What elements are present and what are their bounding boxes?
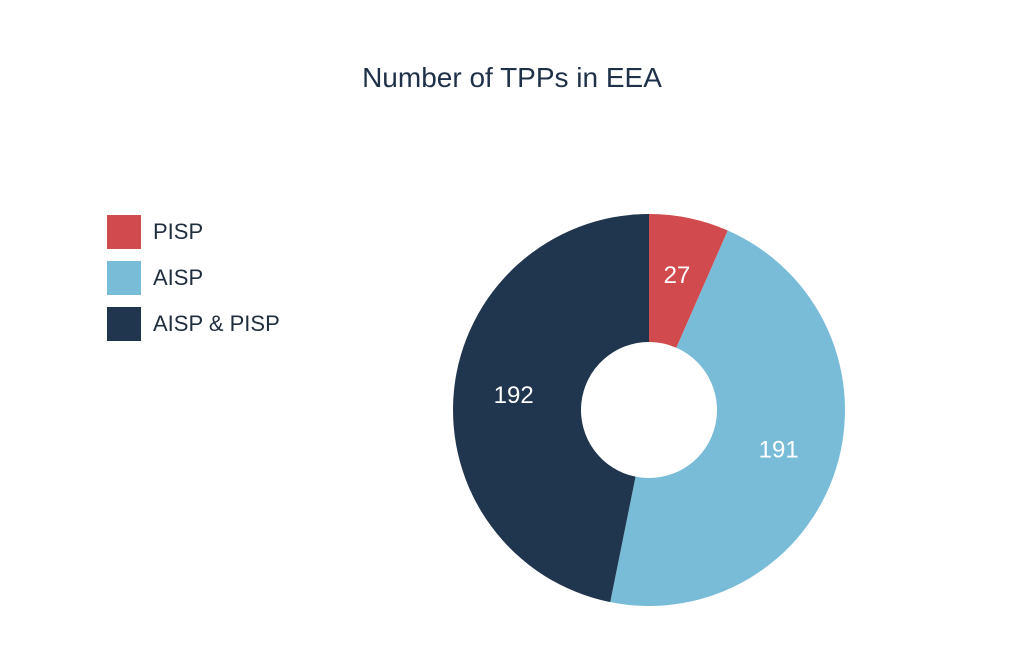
chart-title: Number of TPPs in EEA xyxy=(362,62,662,93)
legend-swatch-aisp-pisp xyxy=(107,307,141,341)
slice-pisp xyxy=(649,214,728,348)
legend-item-pisp: PISP xyxy=(107,214,280,250)
legend-label-pisp: PISP xyxy=(153,219,204,244)
legend: PISP AISP AISP & PISP xyxy=(107,214,280,352)
legend-item-aisp: AISP xyxy=(107,260,280,296)
slice-label-aisp: 191 xyxy=(759,436,799,463)
legend-label-aisp: AISP xyxy=(153,265,204,290)
slice-label-aisp-pisp: 192 xyxy=(494,382,534,409)
legend-item-aisp-pisp: AISP & PISP xyxy=(107,306,280,342)
legend-swatch-aisp xyxy=(107,261,141,295)
donut-labels: 27 191 192 xyxy=(494,262,799,463)
legend-label-aisp-pisp: AISP & PISP xyxy=(153,311,280,336)
slice-label-pisp: 27 xyxy=(664,262,691,289)
slice-aisp xyxy=(610,230,845,606)
slice-aisp-pisp xyxy=(453,214,649,603)
donut-slices xyxy=(453,214,845,606)
legend-swatch-pisp xyxy=(107,215,141,249)
